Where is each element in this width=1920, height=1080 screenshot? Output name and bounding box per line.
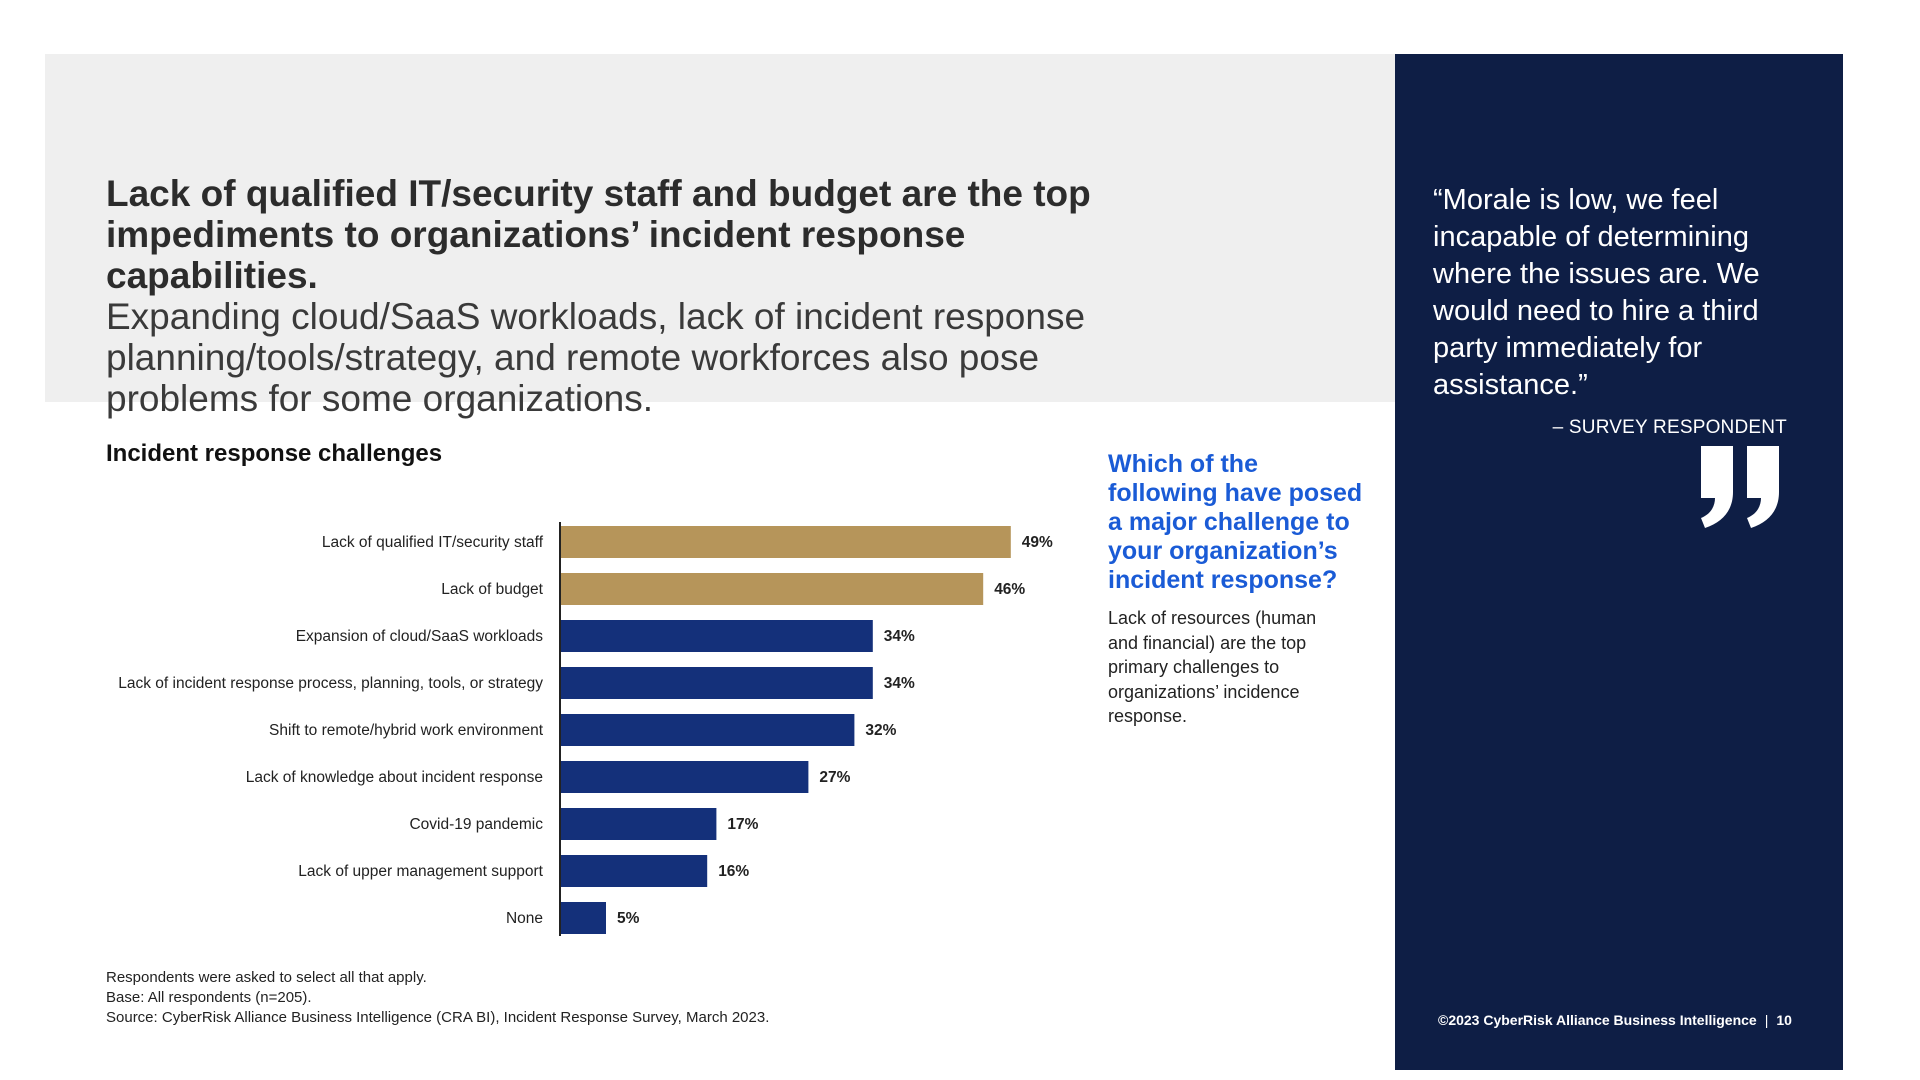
- value-label: 46%: [994, 581, 1025, 598]
- copyright-footer: ©2023 CyberRisk Alliance Business Intell…: [1438, 1012, 1792, 1028]
- quote-attribution: – SURVEY RESPONDENT: [1552, 417, 1787, 438]
- bar: [560, 573, 984, 605]
- value-label: 16%: [718, 863, 749, 880]
- bar: [560, 761, 809, 793]
- footnote-base: Base: All respondents (n=205).: [106, 989, 312, 1006]
- copyright-text: ©2023 CyberRisk Alliance Business Intell…: [1438, 1012, 1757, 1028]
- value-label: 5%: [617, 910, 640, 927]
- category-label: Lack of qualified IT/security staff: [322, 534, 544, 551]
- headline-sub-line-2: planning/tools/strategy, and remote work…: [106, 337, 1040, 378]
- bar: [560, 902, 606, 934]
- category-label: Lack of knowledge about incident respons…: [246, 769, 543, 786]
- value-label: 34%: [884, 675, 915, 692]
- category-label: Covid-19 pandemic: [409, 816, 543, 833]
- bar: [560, 620, 873, 652]
- category-label: None: [506, 910, 543, 927]
- value-label: 49%: [1022, 534, 1053, 551]
- footnote-select-all: Respondents were asked to select all tha…: [106, 969, 427, 986]
- respondent-quote: “Morale is low, we feel incapable of det…: [1433, 184, 1760, 401]
- bar: [560, 667, 873, 699]
- footer-separator: |: [1764, 1012, 1769, 1028]
- bar: [560, 526, 1011, 558]
- value-label: 32%: [865, 722, 896, 739]
- category-label: Expansion of cloud/SaaS workloads: [296, 628, 544, 645]
- value-label: 17%: [727, 816, 758, 833]
- headline-sub-line-1: Expanding cloud/SaaS workloads, lack of …: [106, 296, 1086, 337]
- chart-title: Incident response challenges: [106, 440, 443, 467]
- bar: [560, 714, 855, 746]
- category-label: Shift to remote/hybrid work environment: [269, 722, 544, 739]
- headline-bold-line-2: impediments to organizations’ incident r…: [106, 214, 966, 296]
- footnote-source: Source: CyberRisk Alliance Business Inte…: [106, 1009, 770, 1026]
- bar: [560, 855, 708, 887]
- category-label: Lack of upper management support: [298, 863, 543, 880]
- value-label: 27%: [819, 769, 850, 786]
- bar-chart: Lack of qualified IT/security staff 49% La…: [118, 522, 1053, 936]
- footnotes: Respondents were asked to select all tha…: [106, 968, 769, 1028]
- callout-answer: Lack of resources (human and financial) …: [1108, 608, 1317, 726]
- headline-sub-line-3: problems for some organizations.: [106, 378, 654, 419]
- quote-sidebar: “Morale is low, we feel incapable of det…: [1395, 54, 1843, 1070]
- bar: [560, 808, 717, 840]
- headline: Lack of qualified IT/security staff and …: [106, 173, 1106, 419]
- closing-quote-icon: [1701, 446, 1779, 528]
- callout-question: Which of the following have posed a majo…: [1108, 450, 1363, 594]
- value-label: 34%: [884, 628, 915, 645]
- page-number: 10: [1776, 1012, 1792, 1028]
- header-band: [45, 54, 1395, 402]
- category-label: Lack of incident response process, plann…: [118, 675, 543, 692]
- category-label: Lack of budget: [441, 581, 543, 598]
- headline-bold-line-1: Lack of qualified IT/security staff and …: [106, 173, 1091, 214]
